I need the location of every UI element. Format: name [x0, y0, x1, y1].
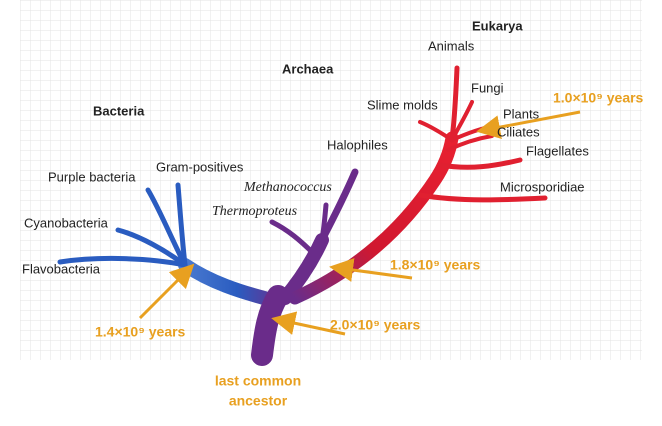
time-label: 1.4×10⁹ years — [95, 324, 186, 340]
time-label: 2.0×10⁹ years — [330, 317, 421, 333]
taxon-label: Methanococcus — [243, 180, 332, 195]
time-label: 1.0×10⁹ years — [553, 90, 644, 106]
taxon-label: Flagellates — [526, 143, 589, 158]
taxon-label: Microsporidiae — [500, 179, 585, 194]
arrow — [138, 263, 195, 320]
taxon-label: Flavobacteria — [22, 261, 101, 276]
taxon-label: Fungi — [471, 80, 504, 95]
domain-label: Archaea — [282, 61, 334, 76]
taxon-label: Plants — [503, 106, 540, 121]
arrow — [271, 311, 346, 336]
taxon-label: Halophiles — [327, 137, 388, 152]
domain-label: Eukarya — [472, 18, 523, 33]
time-label: 1.8×10⁹ years — [390, 257, 481, 273]
taxon-label: Ciliates — [497, 124, 540, 139]
arrow — [329, 258, 413, 282]
taxon-label: Cyanobacteria — [24, 215, 109, 230]
taxon-label: Slime molds — [367, 97, 438, 112]
root-label: ancestor — [229, 393, 288, 409]
arrow — [476, 110, 581, 139]
taxon-label: Purple bacteria — [48, 169, 136, 184]
grid-background — [20, 0, 642, 360]
root-label: last common — [215, 373, 301, 389]
domain-label: Bacteria — [93, 103, 145, 118]
taxon-label: Animals — [428, 38, 475, 53]
taxon-label: Thermoproteus — [212, 204, 298, 219]
taxon-label: Gram-positives — [156, 159, 244, 174]
